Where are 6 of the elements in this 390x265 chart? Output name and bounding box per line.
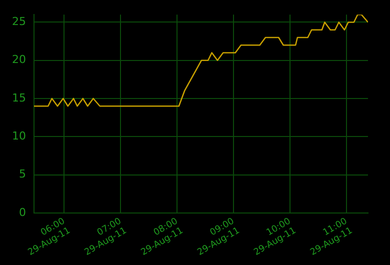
y-tick-label: 5 — [18, 168, 26, 181]
y-tick-label: 20 — [12, 53, 26, 66]
y-tick-label: 25 — [12, 15, 26, 28]
y-tick-label: 15 — [12, 91, 26, 104]
y-tick-label: 10 — [12, 129, 26, 142]
y-tick-label: 0 — [18, 206, 26, 219]
